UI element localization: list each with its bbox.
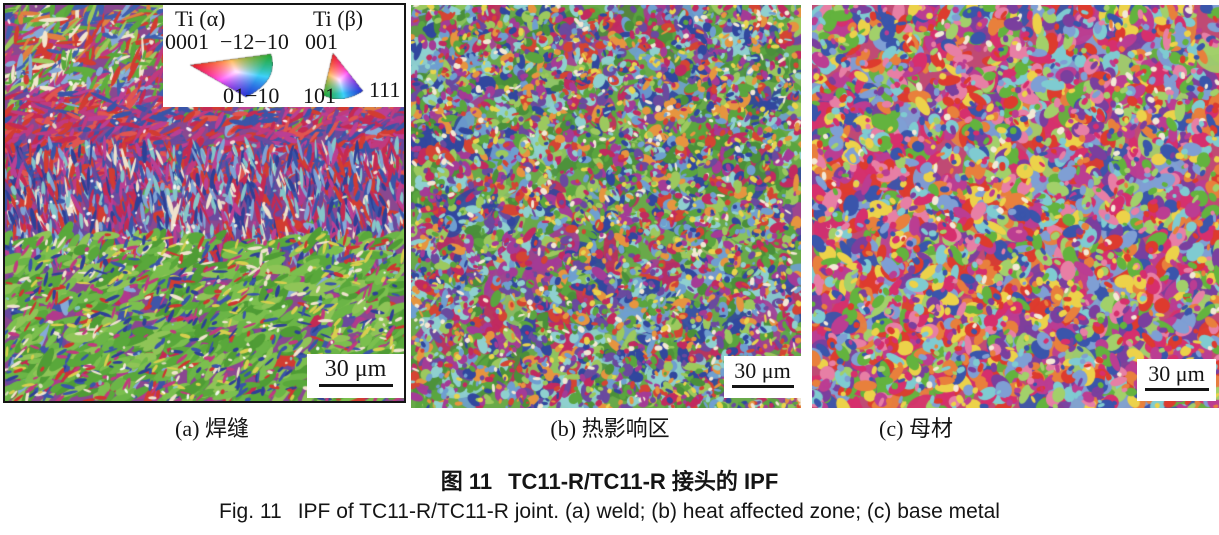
scale-bar: 30 μm <box>724 356 801 398</box>
subcaption-haz: (b) 热影响区 <box>550 416 670 441</box>
scale-bar-line <box>1144 388 1209 391</box>
figure-number-zh: 图 11 <box>440 469 493 494</box>
scale-bar-label: 30 μm <box>324 356 387 382</box>
scale-bar: 30 μm <box>307 354 404 398</box>
panel-heat-affected-zone: 30 μm <box>411 5 801 408</box>
figure-title-en: IPF of TC11-R/TC11-R joint. (a) weld; (b… <box>297 500 1000 523</box>
scale-bar-label: 30 μm <box>1148 361 1205 386</box>
alpha-pole-0001-label: 0001 <box>165 29 209 54</box>
subcaption-base-metal: (c) 母材 <box>879 416 953 441</box>
alpha-ipf-triangle <box>189 51 273 99</box>
panel-weld: Ti (α) 0001 −12−10 01−10 Ti (β) 001 101 … <box>3 3 406 403</box>
alpha-pole-m12m10-label: −12−10 <box>220 29 289 54</box>
scale-bar-label: 30 μm <box>734 358 791 383</box>
scale-bar-line <box>731 385 794 388</box>
beta-ipf-triangle <box>321 51 365 99</box>
scale-bar: 30 μm <box>1137 359 1216 401</box>
beta-phase-title: Ti (β) <box>313 6 364 31</box>
alpha-phase-title: Ti (α) <box>175 6 226 31</box>
figure-title-zh: TC11-R/TC11-R 接头的 IPF <box>508 469 779 494</box>
panel-base-metal: 30 μm <box>812 5 1219 408</box>
scale-bar-line <box>318 384 393 387</box>
subcaption-weld: (a) 焊缝 <box>175 416 249 441</box>
alpha-pole-01m10-label: 01−10 <box>223 83 280 108</box>
ipf-map-haz <box>411 5 801 408</box>
ipf-color-key: Ti (α) 0001 −12−10 01−10 Ti (β) 001 101 … <box>163 5 404 107</box>
beta-pole-101-label: 101 <box>303 83 336 108</box>
figure-caption-en: Fig. 11 IPF of TC11-R/TC11-R joint. (a) w… <box>0 500 1219 524</box>
figure-number-en: Fig. 11 <box>219 500 282 523</box>
figure-caption-zh: 图 11 TC11-R/TC11-R 接头的 IPF <box>0 464 1219 496</box>
beta-pole-111-label: 111 <box>369 77 401 102</box>
ipf-map-base-metal <box>812 5 1219 408</box>
beta-pole-001-label: 001 <box>305 29 338 54</box>
